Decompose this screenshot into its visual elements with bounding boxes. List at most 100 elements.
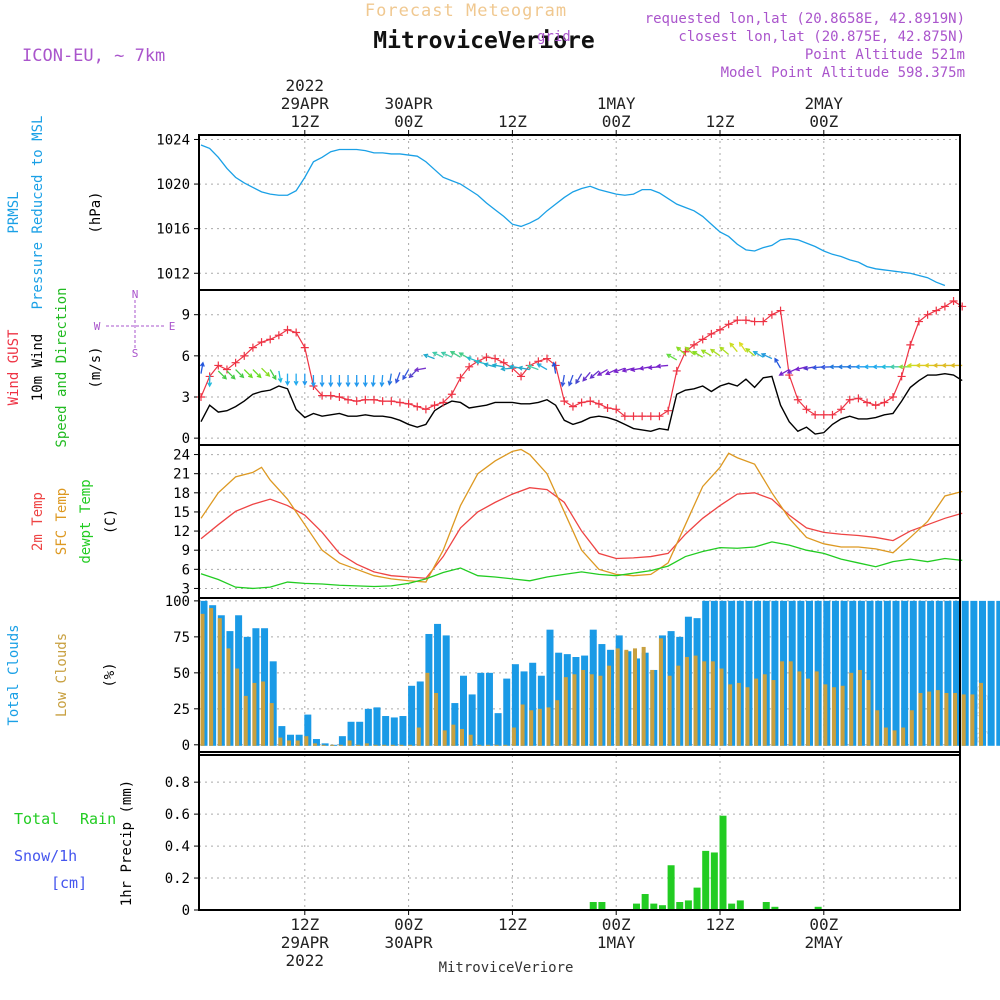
bar-low-clouds [434,692,439,746]
bar-total-clouds [364,708,372,746]
grid-label: grid [537,29,571,45]
compass-north: N [132,288,139,301]
bar-total-clouds [555,652,563,746]
gust-marker [413,402,422,411]
wind-direction-arrow [536,363,548,371]
bar-low-clouds [589,674,594,746]
series-line-2m-temp [200,487,963,579]
bar-total-clouds [434,623,442,746]
bar-low-clouds [970,694,975,746]
bar-low-clouds [494,744,499,746]
wind-direction-arrow [440,351,453,358]
bar-low-clouds [849,672,854,746]
series-line-prmsl [200,144,946,287]
wind-direction-arrow [199,361,205,374]
gust-marker [880,398,889,407]
y-tick-label: 3 [182,390,190,406]
bar-precip [736,900,744,910]
axis-label: 2m Temp [30,492,46,551]
bar-low-clouds [390,744,395,746]
bar-low-clouds [684,657,689,746]
wind-direction-arrow [760,353,773,360]
gust-marker [932,306,941,315]
bar-low-clouds [702,661,707,746]
wind-direction-arrow [379,374,385,388]
bar-total-clouds [503,678,511,746]
bar-total-clouds [987,600,995,746]
gust-marker [577,398,586,407]
gust-marker [759,317,768,326]
wind-direction-arrow [370,374,376,388]
wind-direction-arrow [709,348,721,357]
y-tick-label: 6 [182,349,190,365]
bar-total-clouds [901,600,909,746]
bar-total-clouds [970,600,978,746]
bar-total-clouds [979,600,986,746]
bar-total-clouds [892,600,900,746]
bar-total-clouds [399,716,407,746]
y-tick-label: 50 [173,666,190,682]
time-label-bottom: 00Z [809,915,838,934]
bar-total-clouds [918,600,926,746]
gust-marker [707,329,716,338]
bar-total-clouds [546,629,554,746]
time-label-bottom: 12Z [498,915,527,934]
compass-east: E [169,320,176,333]
bar-precip [719,815,727,910]
time-label-bottom: 2MAY [805,933,844,952]
bar-low-clouds [226,648,231,746]
bar-low-clouds [304,736,309,746]
bar-low-clouds [901,727,906,746]
bar-low-clouds [979,682,983,746]
bar-precip [633,903,640,910]
axis-label: (hPa) [88,191,104,233]
gust-marker [568,402,577,411]
bar-total-clouds [996,600,1000,746]
wind-direction-arrow [345,375,351,388]
gust-marker [456,373,465,382]
gust-marker [889,392,897,401]
axis-label: Wind GUST [6,329,22,405]
time-label-top: 29APR [281,94,330,113]
wind-direction-arrow [666,353,678,361]
panel-pressure: 1012 1016 1020 1024 PRMSL Pressure Reduced to… [6,116,960,309]
bar-total-clouds [883,600,891,746]
gust-marker [499,358,508,367]
gust-marker [629,412,638,421]
bar-low-clouds [719,668,724,746]
legend-snow-unit: [cm] [51,874,87,892]
bar-low-clouds [658,638,663,746]
bar-low-clouds [935,690,940,746]
bar-total-clouds [373,707,381,746]
bar-total-clouds [494,713,502,746]
bar-low-clouds [581,669,586,746]
bar-low-clouds [511,727,516,746]
bar-total-clouds [935,600,943,746]
bar-low-clouds [252,682,257,746]
gust-marker [257,338,266,347]
bar-total-clouds [460,675,467,746]
wind-direction-arrow [491,363,504,368]
bar-precip [693,887,701,910]
y-tick-label: 1024 [156,132,190,148]
bar-total-clouds [485,672,493,746]
y-tick-label: 3 [182,581,190,597]
axis-label: Total Clouds [6,624,22,725]
gust-marker [430,401,439,410]
time-label-top: 00Z [602,112,631,131]
bar-low-clouds [633,648,637,746]
legend-total: Total [14,810,59,828]
wind-direction-arrow [560,374,566,388]
bar-total-clouds [287,734,294,746]
bar-low-clouds [754,678,759,746]
gust-marker [387,397,396,406]
point-altitude: Point Altitude 521m [805,47,965,63]
bar-total-clouds [477,672,485,746]
bar-low-clouds [485,744,490,746]
bar-low-clouds [944,692,949,746]
footer-station: MitroviceVeriore [439,960,574,976]
wind-direction-arrow [605,368,617,376]
wind-direction-arrow [277,370,283,384]
bar-low-clouds [287,740,291,746]
bar-low-clouds [356,744,361,746]
